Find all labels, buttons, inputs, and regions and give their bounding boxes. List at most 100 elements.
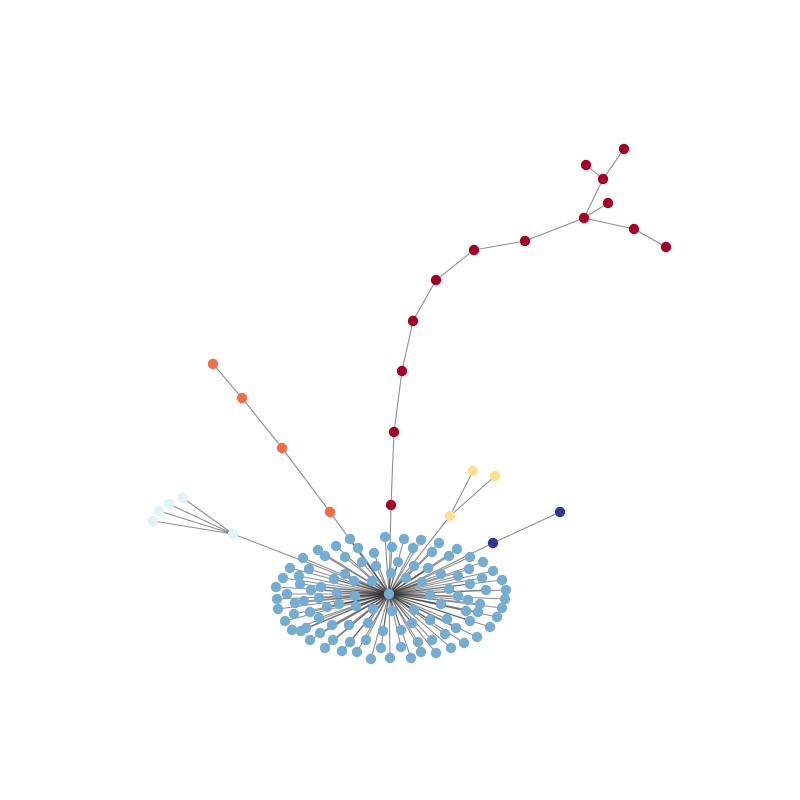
leaf-node-23 — [351, 646, 363, 658]
leaf-node-20 — [405, 652, 417, 664]
leaf-node-91 — [298, 595, 310, 607]
edge-r5-r6 — [435, 249, 475, 281]
leaf-node-50 — [472, 606, 484, 618]
red-node-r3 — [396, 365, 408, 377]
pale-blue-node-p2 — [163, 498, 175, 510]
edge-o1-o2 — [281, 447, 331, 513]
red-node-r14 — [660, 241, 672, 253]
edge-o3-o4 — [212, 363, 243, 399]
leaf-node-33 — [277, 572, 289, 584]
leaf-node-3 — [415, 534, 427, 546]
red-node-r10 — [580, 159, 592, 171]
leaf-node-86 — [362, 617, 374, 629]
edge-hub-leaf-110 — [336, 592, 390, 595]
leaf-node-40 — [386, 541, 398, 553]
leaf-node-7 — [477, 556, 489, 568]
edge-p0-p2 — [168, 503, 234, 535]
orange-node-o1 — [324, 506, 336, 518]
leaf-node-60 — [327, 634, 339, 646]
leaf-node-34 — [284, 562, 296, 574]
edge-r3-r4 — [401, 320, 414, 372]
edge-hub-leaf-81 — [388, 593, 448, 620]
yellow-node-y2 — [489, 470, 501, 482]
edge-hub-leaf-59 — [349, 593, 390, 643]
leaf-node-38 — [352, 542, 364, 554]
leaf-node-76 — [435, 568, 447, 580]
leaf-node-11 — [499, 593, 511, 605]
edge-y0-y1 — [449, 470, 474, 517]
leaf-node-26 — [304, 634, 316, 646]
leaf-node-89 — [313, 612, 325, 624]
leaf-node-28 — [286, 624, 298, 636]
leaf-node-71 — [356, 556, 368, 568]
red-node-r9 — [597, 173, 609, 185]
orange-node-o2 — [276, 442, 288, 454]
edge-p0-p4 — [152, 520, 234, 535]
leaf-node-54 — [426, 634, 438, 646]
edge-hub-p0 — [232, 533, 390, 595]
leaf-node-110 — [331, 587, 343, 599]
leaf-node-42 — [426, 546, 438, 558]
edge-hub-leaf-22 — [370, 593, 390, 660]
leaf-node-45 — [463, 563, 475, 575]
yellow-node-y1 — [467, 465, 479, 477]
leaf-node-75 — [422, 562, 434, 574]
edge-hub-leaf-111 — [354, 593, 390, 597]
edge-r6-r7 — [473, 240, 526, 251]
leaf-node-96 — [348, 575, 360, 587]
leaf-node-69 — [319, 550, 331, 562]
leaf-node-82 — [424, 614, 436, 626]
pale-blue-node-p3 — [153, 505, 165, 517]
edge-hub-leaf-8 — [388, 570, 494, 595]
leaf-node-64 — [289, 597, 301, 609]
pale-blue-node-p0 — [227, 528, 239, 540]
edge-r1-r2 — [390, 431, 395, 506]
red-node-r4 — [407, 315, 419, 327]
red-node-r2 — [388, 426, 400, 438]
leaf-node-93 — [315, 581, 327, 593]
leaf-node-94 — [328, 573, 340, 585]
edge-hub-leaf-93 — [320, 586, 390, 595]
leaf-node-1 — [379, 531, 391, 543]
edge-hub-leaf-106 — [355, 593, 390, 607]
navy-node-n0 — [487, 537, 499, 549]
edge-n0-n1 — [492, 511, 561, 544]
edge-r7-r8 — [524, 217, 585, 242]
leaf-node-78 — [452, 590, 464, 602]
leaf-node-100 — [416, 576, 428, 588]
leaf-node-16 — [458, 637, 470, 649]
edge-layer — [152, 148, 667, 660]
leaf-node-58 — [360, 634, 372, 646]
leaf-node-22 — [365, 653, 377, 665]
leaf-node-101 — [424, 589, 436, 601]
leaf-node-10 — [500, 584, 512, 596]
leaf-node-39 — [368, 547, 380, 559]
pale-blue-node-p1 — [177, 492, 189, 504]
leaf-node-80 — [460, 605, 472, 617]
leaf-node-30 — [272, 603, 284, 615]
edge-r8-r13 — [583, 217, 635, 230]
leaf-node-63 — [288, 608, 300, 620]
leaf-node-81 — [441, 613, 453, 625]
leaf-node-14 — [484, 621, 496, 633]
edge-hub-leaf-48 — [388, 589, 487, 595]
leaf-node-65 — [281, 588, 293, 600]
edge-hub-leaf-41 — [388, 547, 414, 595]
edge-hub-leaf-102 — [388, 593, 442, 605]
leaf-node-9 — [496, 574, 508, 586]
edge-p0-p1 — [182, 497, 234, 535]
red-node-r13 — [628, 223, 640, 235]
leaf-node-106 — [350, 600, 362, 612]
leaf-node-59 — [344, 636, 356, 648]
leaf-node-55 — [412, 636, 424, 648]
leaf-node-68 — [303, 563, 315, 575]
leaf-node-97 — [366, 575, 378, 587]
hub-node — [383, 588, 395, 600]
leaf-node-84 — [395, 624, 407, 636]
edge-hub-leaf-39 — [373, 552, 390, 595]
navy-node-n1 — [554, 506, 566, 518]
edge-hub-leaf-77 — [388, 588, 450, 595]
leaf-node-109 — [313, 592, 325, 604]
edge-hub-leaf-100 — [388, 581, 423, 595]
